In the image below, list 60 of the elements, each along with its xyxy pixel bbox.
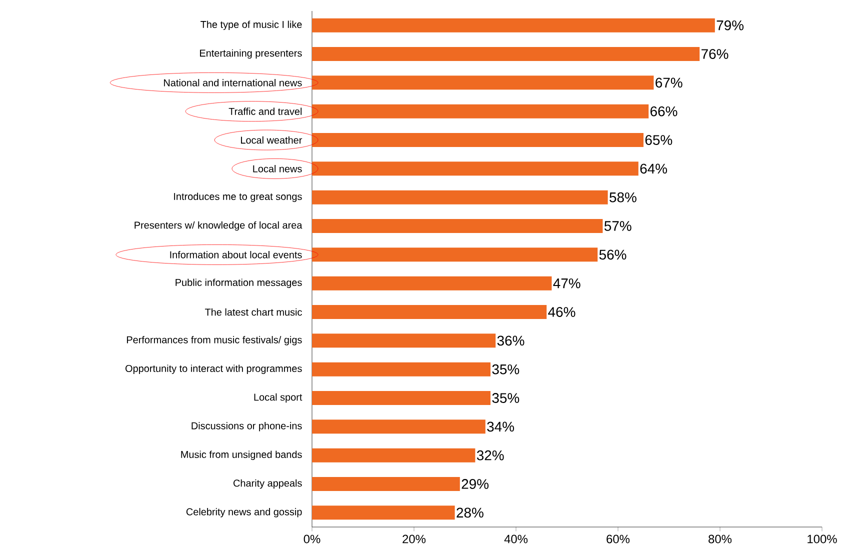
y-tick-label: Local news — [253, 165, 302, 172]
data-label: 79% — [716, 20, 744, 30]
bar — [312, 334, 496, 348]
y-tick-label: Charity appeals — [234, 479, 302, 489]
y-tick-label: Opportunity to interact with programmes — [126, 364, 302, 374]
data-label: 76% — [702, 49, 728, 59]
data-label: 34% — [487, 422, 514, 432]
bar — [312, 162, 638, 176]
y-tick-label: The type of music I like — [200, 20, 302, 30]
data-label: 64% — [640, 164, 668, 174]
x-tick-label: 0% — [304, 534, 320, 544]
x-tick-label: 100% — [808, 534, 837, 544]
x-tick-label: 40% — [504, 534, 528, 544]
bar — [312, 477, 460, 492]
y-tick-label: Discussions or phone-ins — [192, 422, 302, 432]
data-label: 46% — [548, 307, 576, 317]
bar — [312, 133, 644, 148]
y-tick-label: National and international news — [164, 79, 302, 86]
bar — [312, 391, 491, 406]
y-tick-label: Local sport — [254, 393, 302, 403]
data-label: 57% — [604, 221, 632, 231]
x-tick-label: 20% — [402, 534, 426, 544]
data-label: 32% — [476, 450, 504, 460]
y-tick-label: Music from unsigned bands — [181, 450, 302, 460]
data-label: 47% — [553, 278, 580, 288]
y-tick-label: Introduces me to great songs — [174, 192, 302, 202]
y-tick-label: Celebrity news and gossip — [186, 508, 302, 518]
bar — [312, 506, 455, 520]
bar — [312, 248, 598, 262]
data-label: 56% — [599, 250, 626, 260]
data-label: 28% — [456, 508, 484, 518]
data-label: 29% — [462, 479, 489, 489]
data-label: 35% — [492, 364, 520, 374]
x-tick-label: 60% — [606, 534, 630, 544]
bar — [312, 362, 491, 376]
bar — [312, 76, 654, 90]
y-tick-label: The latest chart music — [205, 308, 302, 316]
bar — [312, 276, 552, 290]
bar — [312, 47, 700, 61]
data-label: 58% — [610, 192, 636, 202]
data-label: 35% — [492, 393, 520, 403]
bar — [312, 18, 715, 32]
bar — [312, 190, 608, 204]
bar — [312, 305, 547, 320]
data-label: 36% — [497, 336, 524, 346]
x-tick-label: 80% — [708, 534, 732, 544]
bar — [312, 420, 486, 434]
data-label: 66% — [650, 106, 678, 116]
y-tick-label: Information about local events — [170, 251, 302, 258]
data-label: 67% — [656, 78, 682, 88]
data-label: 65% — [645, 135, 672, 145]
y-tick-label: Entertaining presenters — [200, 49, 302, 59]
bar — [312, 104, 649, 118]
bar — [312, 448, 476, 462]
y-tick-label: Presenters w/ knowledge of local area — [134, 221, 302, 231]
y-tick-label: Traffic and travel — [228, 108, 302, 115]
y-tick-label: Local weather — [241, 136, 302, 144]
y-tick-label: Performances from music festivals/ gigs — [126, 336, 302, 346]
bar — [312, 219, 603, 234]
y-tick-label: Public information messages — [176, 278, 302, 288]
